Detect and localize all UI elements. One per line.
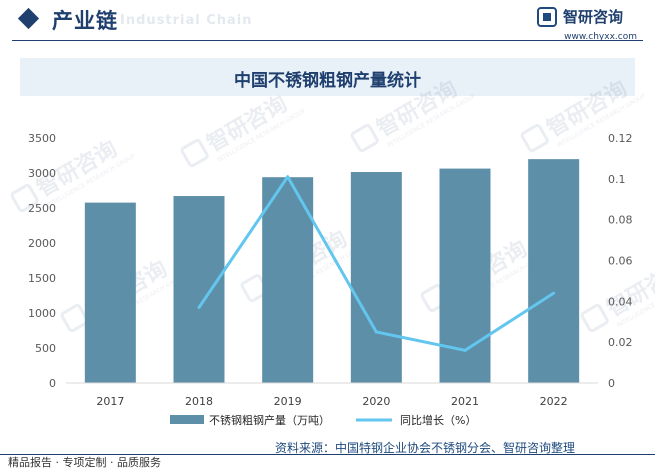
legend-label-line: 同比增长（%） [400,413,476,427]
bar [173,196,225,383]
y-right-tick-label: 0.1 [608,173,626,186]
brand-logo-icon [537,7,557,27]
chart-title: 中国不锈钢粗钢产量统计 [234,71,421,91]
watermark-logo-icon [350,124,379,153]
watermark-logo-icon [180,139,209,168]
footer-divider [0,454,655,455]
x-tick-label: 2021 [451,395,479,408]
y-left-tick-label: 1500 [28,272,56,285]
y-left-tick-label: 500 [35,342,56,355]
page-footer: 精品报告 · 专项定制 · 品质服务 [0,451,655,473]
header-title: 产业链 [52,9,118,33]
y-right-tick-label: 0 [608,377,615,390]
y-right-tick-label: 0.04 [608,295,633,308]
y-left-tick-label: 2500 [28,202,56,215]
page-header: 产业链 Industrial Chain 智研咨询 www.chyxx.com [0,0,655,44]
series-line-point [374,330,378,334]
y-right-tick-label: 0.02 [608,336,633,349]
bar [262,177,314,383]
x-tick-label: 2020 [362,395,390,408]
x-tick-label: 2017 [96,395,124,408]
legend-swatch-bar [170,415,204,424]
series-line-point [463,348,467,352]
y-right-tick-label: 0.08 [608,214,633,227]
watermark-logo-icon [10,184,39,213]
x-tick-label: 2022 [540,395,568,408]
y-left-tick-label: 2000 [28,237,56,250]
brand-url: www.chyxx.com [564,32,637,42]
watermark-logo-icon [580,304,609,333]
y-left-tick-label: 3500 [28,132,56,145]
y-right-tick-label: 0.12 [608,132,633,145]
watermark-logo-icon [520,124,549,153]
header-subtitle: Industrial Chain [120,13,253,28]
y-right-tick-label: 0.06 [608,255,633,268]
brand-logo-block: 智研咨询 www.chyxx.com [537,6,637,42]
source-note: 资料来源：中国特钢企业协会不锈钢分会、智研咨询整理 [275,441,576,455]
series-line-point [552,291,556,295]
y-left-tick-label: 1000 [28,307,56,320]
series-line-point [197,305,201,309]
chart-title-band: 中国不锈钢粗钢产量统计 [20,58,635,96]
x-tick-label: 2018 [185,395,213,408]
footer-slogan: 精品报告 · 专项定制 · 品质服务 [8,456,161,469]
bar [528,159,580,383]
y-left-tick-label: 3000 [28,167,56,180]
y-left-tick-label: 0 [49,377,56,390]
brand-name: 智研咨询 [563,8,624,26]
header-divider [12,40,643,41]
bar [84,202,136,383]
bar [350,172,402,383]
watermark-logo-icon [60,304,89,333]
x-tick-label: 2019 [274,395,302,408]
series-line-point [286,175,290,179]
legend-label-bar: 不锈钢粗钢产量（万吨） [209,413,330,427]
